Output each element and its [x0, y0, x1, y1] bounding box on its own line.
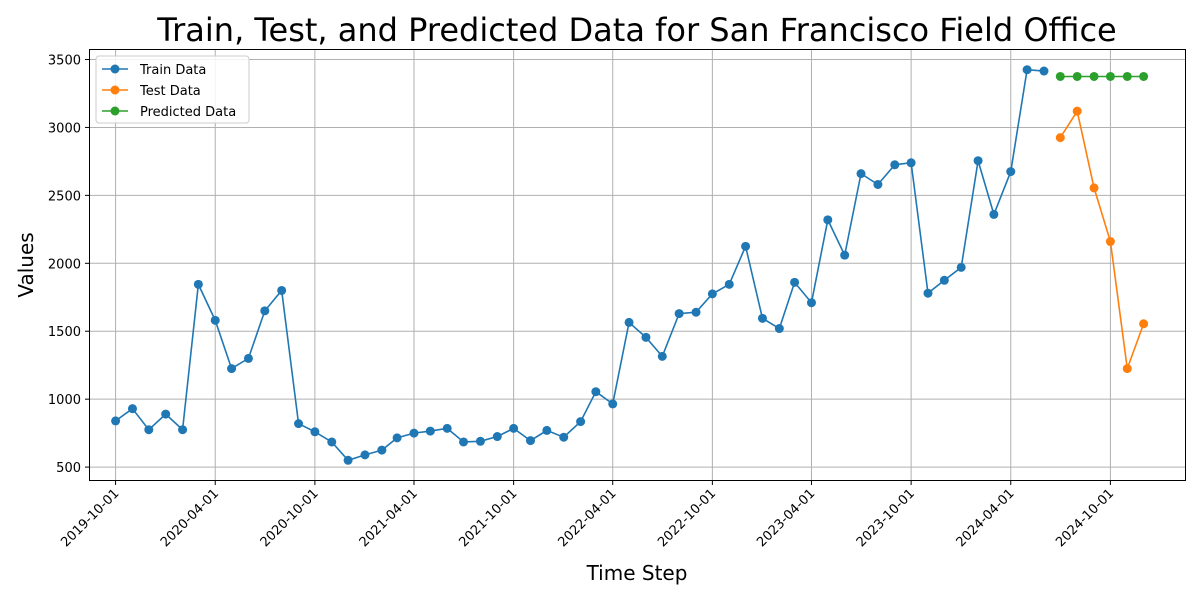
y-tick-label: 2000: [48, 257, 81, 272]
chart-title: Train, Test, and Predicted Data for San …: [156, 11, 1116, 49]
y-axis-ticks: 500 1000 1500 2000 2500 3000 3500: [48, 54, 90, 476]
data-point: [1089, 183, 1099, 193]
data-point: [608, 399, 618, 409]
y-tick-label: 2500: [48, 189, 81, 204]
series-predicted-data: [1055, 71, 1149, 81]
data-point: [1055, 133, 1065, 143]
data-point: [243, 353, 253, 363]
data-point: [724, 279, 734, 289]
data-point: [1139, 319, 1149, 329]
legend-label: Test Data: [139, 84, 201, 99]
data-point: [624, 317, 634, 327]
data-point: [774, 324, 784, 334]
data-point: [260, 306, 270, 316]
legend-marker: [110, 85, 120, 95]
data-point: [840, 250, 850, 260]
data-point: [409, 428, 419, 438]
data-point: [459, 437, 469, 447]
y-tick-label: 3500: [48, 54, 81, 69]
data-point: [1072, 71, 1082, 81]
data-point: [790, 277, 800, 287]
data-point: [1055, 71, 1065, 81]
data-point: [873, 180, 883, 189]
data-point: [193, 279, 203, 289]
data-point: [823, 215, 833, 225]
series-layer: [111, 65, 1149, 465]
y-tick-label: 1500: [48, 325, 81, 340]
data-point: [1039, 66, 1049, 76]
data-point: [277, 285, 287, 295]
legend: Train Data Test Data Predicted Data: [95, 55, 250, 124]
data-point: [392, 433, 402, 443]
data-point: [327, 437, 337, 447]
data-point: [1122, 71, 1132, 81]
y-axis-label: Values: [14, 232, 38, 297]
data-point: [1089, 71, 1099, 81]
data-point: [806, 298, 816, 308]
data-point: [360, 450, 370, 460]
data-point: [294, 419, 304, 429]
data-point: [973, 156, 983, 166]
legend-marker: [110, 64, 120, 74]
data-point: [591, 387, 601, 397]
data-point: [939, 275, 949, 285]
data-point: [1072, 106, 1082, 116]
data-point: [492, 432, 502, 442]
data-point: [377, 445, 387, 455]
data-point: [559, 432, 569, 442]
data-point: [657, 351, 667, 361]
data-point: [707, 289, 717, 299]
x-axis-label: Time Step: [586, 561, 688, 585]
data-point: [111, 416, 121, 426]
data-point: [1122, 364, 1132, 374]
data-point: [923, 288, 933, 298]
legend-box: [95, 55, 250, 124]
data-point: [425, 426, 435, 436]
plot-frame: [89, 49, 1186, 481]
data-point: [1022, 65, 1032, 75]
legend-label: Predicted Data: [140, 105, 236, 120]
data-point: [343, 455, 353, 465]
data-point: [178, 425, 188, 435]
series-line: [1059, 109, 1145, 369]
data-point: [757, 313, 767, 323]
legend-marker: [110, 106, 120, 116]
series-test-data: [1055, 106, 1149, 374]
y-tick-label: 500: [56, 461, 81, 476]
data-point: [641, 332, 651, 342]
data-point: [906, 158, 916, 168]
data-point: [956, 262, 966, 272]
data-point: [1105, 71, 1115, 81]
data-point: [210, 315, 220, 325]
data-point: [542, 425, 552, 435]
data-point: [856, 169, 866, 179]
grid: [90, 50, 1185, 480]
data-point: [1006, 167, 1016, 177]
series-train-data: [111, 65, 1049, 465]
y-tick-label: 3000: [48, 121, 81, 136]
data-point: [509, 423, 519, 433]
data-point: [475, 436, 485, 446]
legend-label: Train Data: [139, 63, 206, 78]
data-point: [741, 241, 751, 251]
data-point: [227, 364, 237, 374]
data-point: [674, 309, 684, 319]
data-point: [576, 417, 586, 427]
data-point: [691, 307, 701, 317]
data-point: [890, 160, 900, 170]
data-point: [144, 425, 154, 435]
data-point: [310, 427, 320, 437]
data-point: [127, 404, 137, 414]
data-point: [526, 436, 535, 446]
data-point: [442, 423, 452, 433]
data-point: [161, 409, 171, 419]
y-tick-label: 1000: [48, 393, 81, 408]
data-point: [1139, 71, 1149, 81]
data-point: [1105, 237, 1115, 247]
data-point: [989, 209, 999, 219]
